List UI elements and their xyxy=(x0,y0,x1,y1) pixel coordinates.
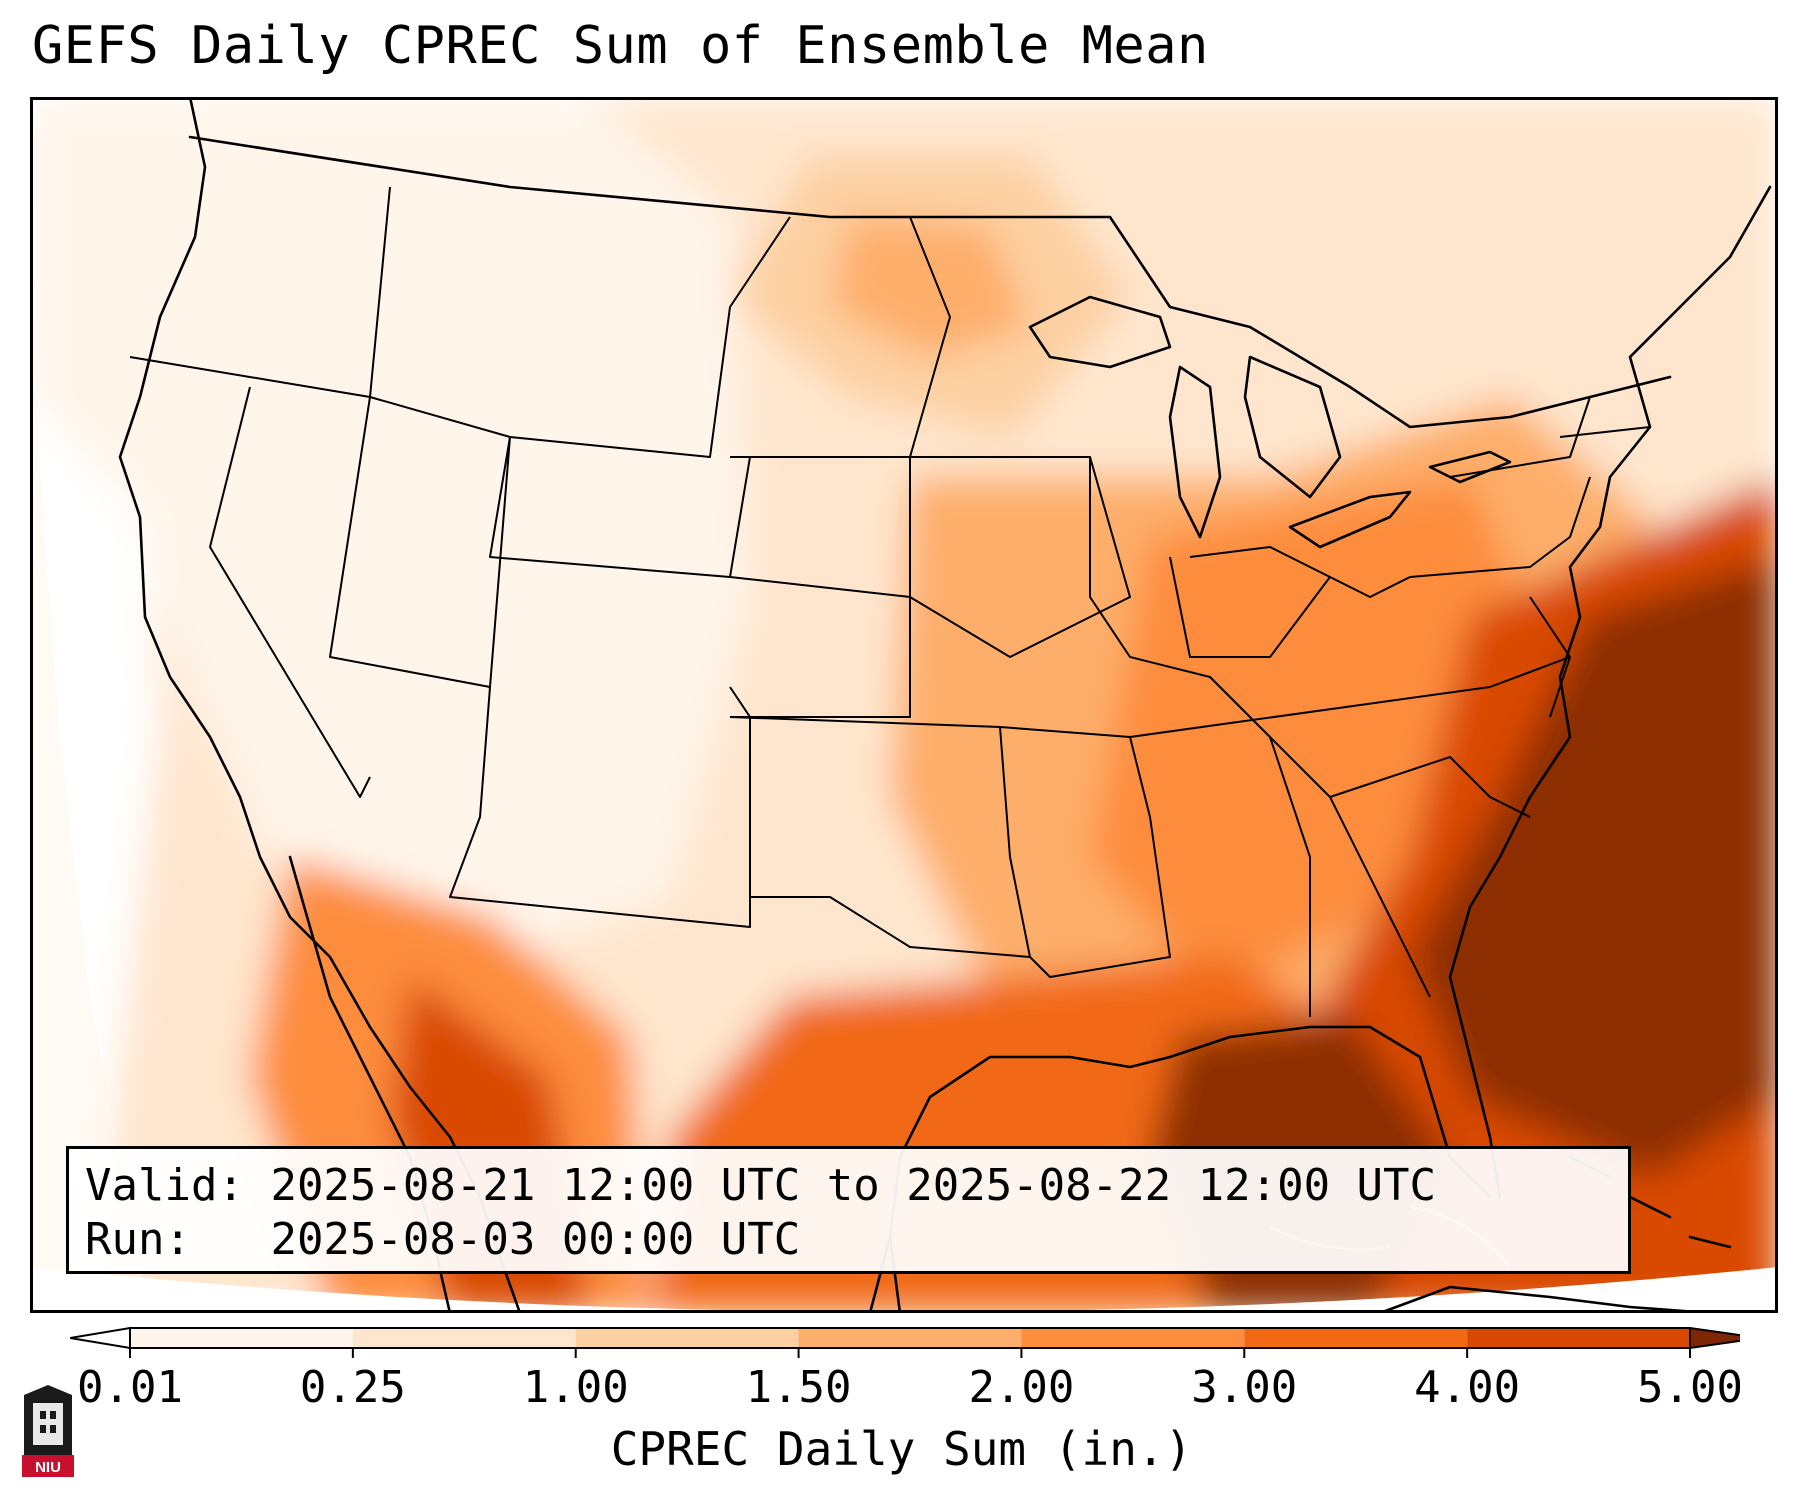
colorbar-under-extension xyxy=(70,1326,131,1350)
cuba-coast xyxy=(1378,1285,1712,1313)
lake-erie xyxy=(1288,490,1412,549)
info-box: Valid: 2025-08-21 12:00 UTC to 2025-08-2… xyxy=(66,1146,1631,1274)
domain-edge-left xyxy=(30,97,150,1313)
colorbar-tick-label: 1.50 xyxy=(746,1362,852,1413)
lake-michigan xyxy=(1168,365,1222,539)
valid-label: Valid: xyxy=(85,1160,244,1211)
state-border xyxy=(999,726,1171,978)
logo-window xyxy=(50,1411,56,1419)
colorbar-ticks: 0.01 0.25 1.00 1.50 2.00 3.00 4.00 5.00 xyxy=(77,1348,1740,1413)
colorbar-tick-label: 4.00 xyxy=(1414,1362,1520,1413)
colorbar-tick-label: 1.00 xyxy=(523,1362,629,1413)
colorbar-segment xyxy=(352,1328,576,1348)
lake-huron xyxy=(1243,355,1342,499)
colorbar-segment xyxy=(1467,1328,1690,1348)
map-frame xyxy=(30,97,1778,1313)
colorbar-segment xyxy=(798,1328,1022,1348)
state-border xyxy=(1129,656,1571,738)
precip-east-core xyxy=(1090,477,1550,997)
state-border xyxy=(209,386,371,798)
precip-west-light xyxy=(30,97,750,977)
niu-logo: NIU xyxy=(22,1385,74,1477)
colorbar-label: CPREC Daily Sum (in.) xyxy=(610,1422,1193,1476)
valid-value: 2025-08-21 12:00 UTC to 2025-08-22 12:00… xyxy=(270,1160,1437,1211)
colorbar-tick-label: 3.00 xyxy=(1191,1362,1297,1413)
logo-window xyxy=(50,1425,56,1433)
logo-banner xyxy=(22,1455,74,1477)
colorbar: 0.01 0.25 1.00 1.50 2.00 3.00 4.00 5.00 xyxy=(70,1326,1740,1413)
colorbar-over-extension xyxy=(1689,1326,1740,1350)
logo-text: NIU xyxy=(35,1459,61,1476)
pacific-coastline xyxy=(118,97,522,1313)
state-border xyxy=(1329,756,1531,818)
lake-superior xyxy=(1028,295,1172,369)
coastlines xyxy=(118,97,1772,1313)
state-border xyxy=(1449,396,1591,478)
state-border xyxy=(1169,556,1411,658)
colorbar-outline xyxy=(129,1327,1691,1349)
colorbar-segment xyxy=(1021,1328,1245,1348)
state-border xyxy=(909,216,951,458)
state-borders xyxy=(129,186,1651,1017)
us-canada-border xyxy=(188,135,1672,429)
state-border xyxy=(1529,596,1571,718)
map-title: GEFS Daily CPREC Sum of Ensemble Mean xyxy=(32,16,1209,76)
state-border xyxy=(1089,457,1311,1017)
run-value: 2025-08-03 00:00 UTC xyxy=(270,1214,801,1265)
precip-field xyxy=(30,97,1778,1313)
colorbar-segment xyxy=(130,1328,353,1348)
state-border xyxy=(1409,476,1591,578)
precip-atlantic-core xyxy=(1410,557,1778,1177)
state-border xyxy=(1269,736,1431,998)
logo-window xyxy=(40,1425,46,1433)
colorbar-tick-label: 5.00 xyxy=(1637,1362,1740,1413)
run-label: Run: xyxy=(85,1214,191,1265)
precip-north-core xyxy=(830,217,1030,357)
state-border xyxy=(449,686,751,928)
state-border xyxy=(1189,546,1331,578)
state-border xyxy=(509,216,791,458)
atlantic-coastline xyxy=(1448,185,1772,1199)
state-border xyxy=(729,576,911,718)
colorbar-tick-label: 0.25 xyxy=(300,1362,406,1413)
colorbar-segment xyxy=(575,1328,799,1348)
map-panel xyxy=(30,97,1778,1313)
logo-window xyxy=(40,1411,46,1419)
state-border xyxy=(1559,426,1651,438)
domain-edge-bottom xyxy=(30,1267,1778,1313)
state-border xyxy=(489,436,751,578)
state-border xyxy=(909,456,1131,658)
colorbar-segments xyxy=(70,1326,1740,1350)
colorbar-tick-label: 2.00 xyxy=(968,1362,1074,1413)
logo-building xyxy=(33,1403,63,1445)
colorbar-segment xyxy=(1244,1328,1468,1348)
colorbar-tick-label: 0.01 xyxy=(77,1362,183,1413)
